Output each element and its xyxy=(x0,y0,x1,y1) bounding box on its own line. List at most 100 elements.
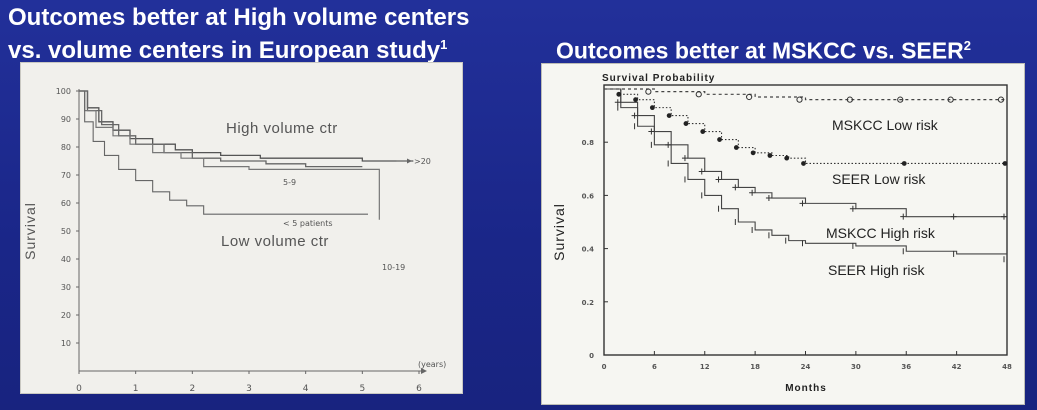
annotation-mskcc-low: MSKCC Low risk xyxy=(832,117,939,133)
x-tick-label: 0 xyxy=(602,363,607,371)
series-line-5-9 xyxy=(79,90,363,168)
y-tick-label: 0.8 xyxy=(582,139,595,147)
marker-mskcc-low xyxy=(695,91,702,98)
marker-mskcc-high xyxy=(648,128,655,135)
annotation-mskcc-high: MSKCC High risk xyxy=(826,225,936,241)
y-axis-label: Survival xyxy=(551,203,567,261)
marker-mskcc-high xyxy=(631,112,638,119)
annotation-high-volume: High volume ctr xyxy=(226,120,338,137)
marker-mskcc-high xyxy=(900,213,907,220)
marker-seer-low xyxy=(666,113,672,118)
marker-seer-low xyxy=(733,145,739,150)
marker-seer-low xyxy=(717,137,722,142)
marker-seer-low xyxy=(683,121,689,126)
x-tick-label: 3 xyxy=(246,384,252,393)
marker-mskcc-low xyxy=(947,96,954,103)
y-tick-label: 50 xyxy=(61,227,71,236)
y-tick-label: 70 xyxy=(61,171,71,180)
y-tick-label: 90 xyxy=(61,115,71,124)
marker-seer-low xyxy=(633,97,638,103)
x-axis-arrow xyxy=(421,368,427,374)
plot-frame xyxy=(603,84,1008,356)
annotation-low-volume: Low volume ctr xyxy=(221,233,329,250)
marker-seer-low xyxy=(901,161,907,166)
marker-seer-low xyxy=(750,150,756,156)
y-tick-label: 0 xyxy=(589,352,594,360)
x-tick-label: 24 xyxy=(801,363,811,371)
y-tick-label: 0.4 xyxy=(582,246,595,254)
x-tick-label: 4 xyxy=(303,384,309,393)
slide-title-right-footnote: 2 xyxy=(963,38,971,53)
x-tick-label: 2 xyxy=(189,384,195,393)
marker-mskcc-low xyxy=(846,96,853,103)
marker-seer-low xyxy=(801,161,806,166)
chart-right-panel: Survival Probability 0 0.2 0.4 0.6 0.8 0 6 12 18 2… xyxy=(541,63,1025,405)
y-tick-label: 30 xyxy=(61,283,71,292)
marker-seer-low xyxy=(1002,161,1008,166)
x-tick-label: 12 xyxy=(700,363,710,371)
y-tick-label: 20 xyxy=(61,311,71,320)
marker-mskcc-high xyxy=(1001,213,1007,220)
x-tick-label: 30 xyxy=(851,363,861,371)
x-axis-label: Months xyxy=(785,383,827,394)
slide-title-left-line2: vs. volume centers in European study xyxy=(8,37,441,64)
series-line-20 xyxy=(79,90,414,162)
slide-title-left: Outcomes better at High volume centers v… xyxy=(8,4,469,64)
chart-left-svg: 10 20 30 40 50 60 70 80 90 100 0 1 2 3 4 5 6 (years) Survi… xyxy=(22,87,446,393)
chart-left-panel: 10 20 30 40 50 60 70 80 90 100 0 1 2 3 4 5 6 (years) Survi… xyxy=(20,62,463,394)
annotation-5-9: 5-9 xyxy=(283,178,296,187)
annotation-seer-high: SEER High risk xyxy=(828,262,925,278)
annotation-lt5: < 5 patients xyxy=(283,219,333,228)
marker-mskcc-high xyxy=(950,213,957,220)
marker-seer-low xyxy=(649,105,655,111)
marker-mskcc-low xyxy=(796,96,803,103)
series-line-mskcc-high-risk xyxy=(604,88,1007,218)
chart-right-svg: Survival Probability 0 0.2 0.4 0.6 0.8 0 6 12 18 2… xyxy=(551,73,1012,394)
marker-mskcc-high xyxy=(799,200,806,207)
marker-mskcc-high xyxy=(665,141,672,148)
slide-title-right-text: Outcomes better at MSKCC vs. SEER xyxy=(556,37,964,64)
x-tick-label: 6 xyxy=(652,363,657,371)
marker-seer-low xyxy=(616,91,622,97)
y-tick-label: 80 xyxy=(61,143,71,152)
marker-mskcc-low xyxy=(897,96,904,103)
x-tick-label: 36 xyxy=(901,363,911,371)
x-tick-label: 48 xyxy=(1002,363,1012,371)
marker-mskcc-high xyxy=(681,155,688,162)
marker-mskcc-high xyxy=(698,168,705,175)
marker-mskcc-high xyxy=(849,205,856,212)
slide-title-left-line1: Outcomes better at High volume centers xyxy=(8,4,470,31)
x-tick-label: 6 xyxy=(416,384,422,393)
slide-title-right: Outcomes better at MSKCC vs. SEER2 xyxy=(556,32,971,65)
x-tick-label: 0 xyxy=(76,384,82,393)
marker-mskcc-low xyxy=(746,93,753,101)
marker-mskcc-low xyxy=(645,88,652,95)
series-line-10-19 xyxy=(79,90,380,220)
y-tick-label: 100 xyxy=(56,87,71,96)
marker-seer-low xyxy=(767,153,773,158)
x-axis-label: (years) xyxy=(418,360,446,369)
series-line-mskcc-low-risk xyxy=(604,88,1007,101)
y-tick-label: 10 xyxy=(61,339,71,348)
marker-mskcc-high xyxy=(749,189,756,196)
series-line-5-patients xyxy=(79,90,368,215)
series-line-seer-high-risk xyxy=(604,88,1008,260)
y-axis-label: Survival xyxy=(22,202,38,260)
x-tick-label: 18 xyxy=(750,363,760,371)
y-tick-label: 60 xyxy=(61,199,71,208)
chart-title: Survival Probability xyxy=(602,73,715,84)
marker-seer-low xyxy=(700,129,706,134)
y-tick-label: 40 xyxy=(61,255,71,264)
annotation-10-19: 10-19 xyxy=(382,263,405,272)
y-tick-label: 0.6 xyxy=(582,192,595,200)
annotation-gt20: >20 xyxy=(414,157,431,166)
annotation-seer-low: SEER Low risk xyxy=(832,171,926,187)
marker-mskcc-high xyxy=(614,99,621,106)
marker-mskcc-high xyxy=(765,195,772,202)
y-tick-label: 0.2 xyxy=(582,299,595,307)
marker-mskcc-high xyxy=(732,184,739,191)
marker-mskcc-low xyxy=(997,96,1005,103)
marker-mskcc-high xyxy=(715,176,722,183)
x-tick-label: 1 xyxy=(133,384,139,393)
x-tick-label: 5 xyxy=(359,384,365,393)
